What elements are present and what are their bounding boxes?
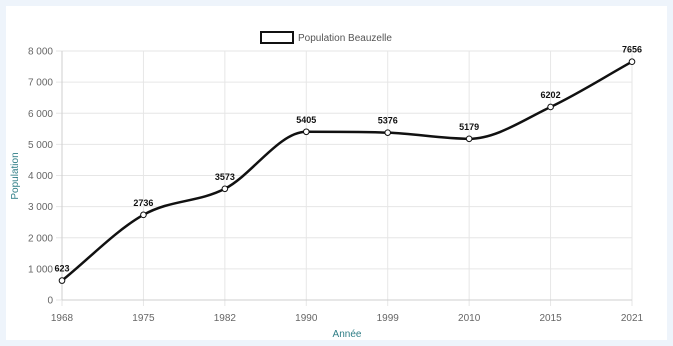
data-value-label: 5179 — [459, 122, 479, 132]
x-tick-label: 1968 — [51, 313, 74, 324]
y-tick-label: 2 000 — [28, 233, 53, 244]
data-point[interactable] — [302, 128, 310, 136]
series-layer — [58, 58, 636, 284]
data-value-label: 2736 — [133, 198, 153, 208]
y-tick-label: 0 — [47, 296, 53, 307]
x-axis-title: Année — [333, 329, 362, 340]
y-tick-label: 7 000 — [28, 78, 53, 89]
x-tick-label: 1975 — [132, 313, 155, 324]
axes-layer: 0 1 000 2 000 3 000 4 000 5 000 6 000 7 000 8 00… — [28, 47, 644, 325]
data-point[interactable] — [221, 185, 229, 193]
data-point[interactable] — [384, 129, 392, 136]
y-axis-title: Population — [10, 152, 21, 199]
data-value-label: 623 — [54, 264, 69, 274]
legend-label: Population Beauzelle — [298, 33, 392, 44]
y-tick-label: 4 000 — [28, 171, 53, 182]
data-value-label: 5376 — [378, 116, 398, 126]
legend-swatch[interactable] — [260, 31, 294, 44]
data-point[interactable] — [58, 277, 66, 284]
legend: Population Beauzelle — [260, 31, 392, 44]
y-tick-label: 8 000 — [28, 47, 53, 58]
data-value-label: 3573 — [215, 172, 235, 182]
y-tick-label: 5 000 — [28, 140, 53, 151]
y-tick-label: 6 000 — [28, 109, 53, 120]
data-point[interactable] — [628, 58, 636, 66]
data-point[interactable] — [465, 135, 473, 143]
x-tick-label: 2021 — [621, 313, 644, 324]
x-tick-label: 1990 — [295, 313, 318, 324]
data-value-label: 6202 — [541, 90, 561, 100]
y-tick-label: 1 000 — [28, 264, 53, 275]
data-value-label: 7656 — [622, 45, 642, 55]
data-point[interactable] — [140, 211, 147, 219]
x-tick-label: 2010 — [458, 313, 481, 324]
labels-layer: 623 2736 3573 5405 5376 5179 6202 7656 — [54, 45, 642, 274]
x-tick-label: 1982 — [214, 313, 237, 324]
data-point[interactable] — [547, 103, 554, 111]
data-value-label: 5405 — [296, 115, 316, 125]
x-tick-label: 1999 — [377, 313, 400, 324]
x-tick-label: 2015 — [539, 313, 562, 324]
y-tick-label: 3 000 — [28, 202, 53, 213]
